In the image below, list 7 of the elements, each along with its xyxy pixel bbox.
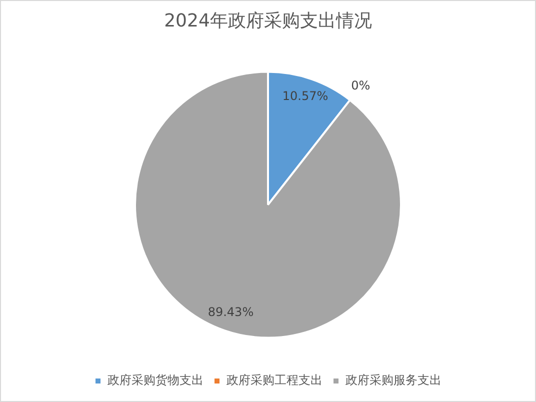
text: 0%: [351, 78, 370, 93]
legend-label: 政府采购工程支出: [226, 373, 322, 388]
legend-label: 政府采购服务支出: [346, 373, 442, 388]
chart-title: 2024年政府采购支出情况: [164, 10, 372, 32]
data-label: 10.57%: [282, 88, 328, 103]
data-label: 89.43%: [208, 305, 254, 320]
legend-label: 政府采购货物支出: [108, 373, 204, 388]
